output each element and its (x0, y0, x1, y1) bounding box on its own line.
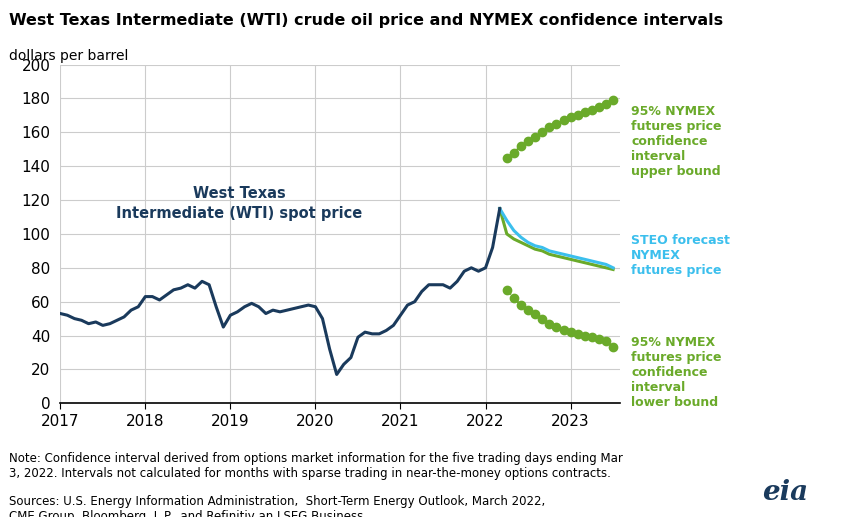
Text: STEO forecast
NYMEX
futures price: STEO forecast NYMEX futures price (631, 234, 730, 277)
Text: Sources: U.S. Energy Information Administration,  Short-Term Energy Outlook, Mar: Sources: U.S. Energy Information Adminis… (9, 495, 545, 517)
Text: 95% NYMEX
futures price
confidence
interval
upper bound: 95% NYMEX futures price confidence inter… (631, 105, 722, 178)
Text: West Texas
Intermediate (WTI) spot price: West Texas Intermediate (WTI) spot price (115, 186, 362, 221)
Text: eia: eia (762, 479, 808, 506)
Text: Note: Confidence interval derived from options market information for the five t: Note: Confidence interval derived from o… (9, 452, 623, 480)
Text: dollars per barrel: dollars per barrel (9, 49, 128, 63)
Text: West Texas Intermediate (WTI) crude oil price and NYMEX confidence intervals: West Texas Intermediate (WTI) crude oil … (9, 13, 722, 28)
Text: 95% NYMEX
futures price
confidence
interval
lower bound: 95% NYMEX futures price confidence inter… (631, 336, 722, 408)
